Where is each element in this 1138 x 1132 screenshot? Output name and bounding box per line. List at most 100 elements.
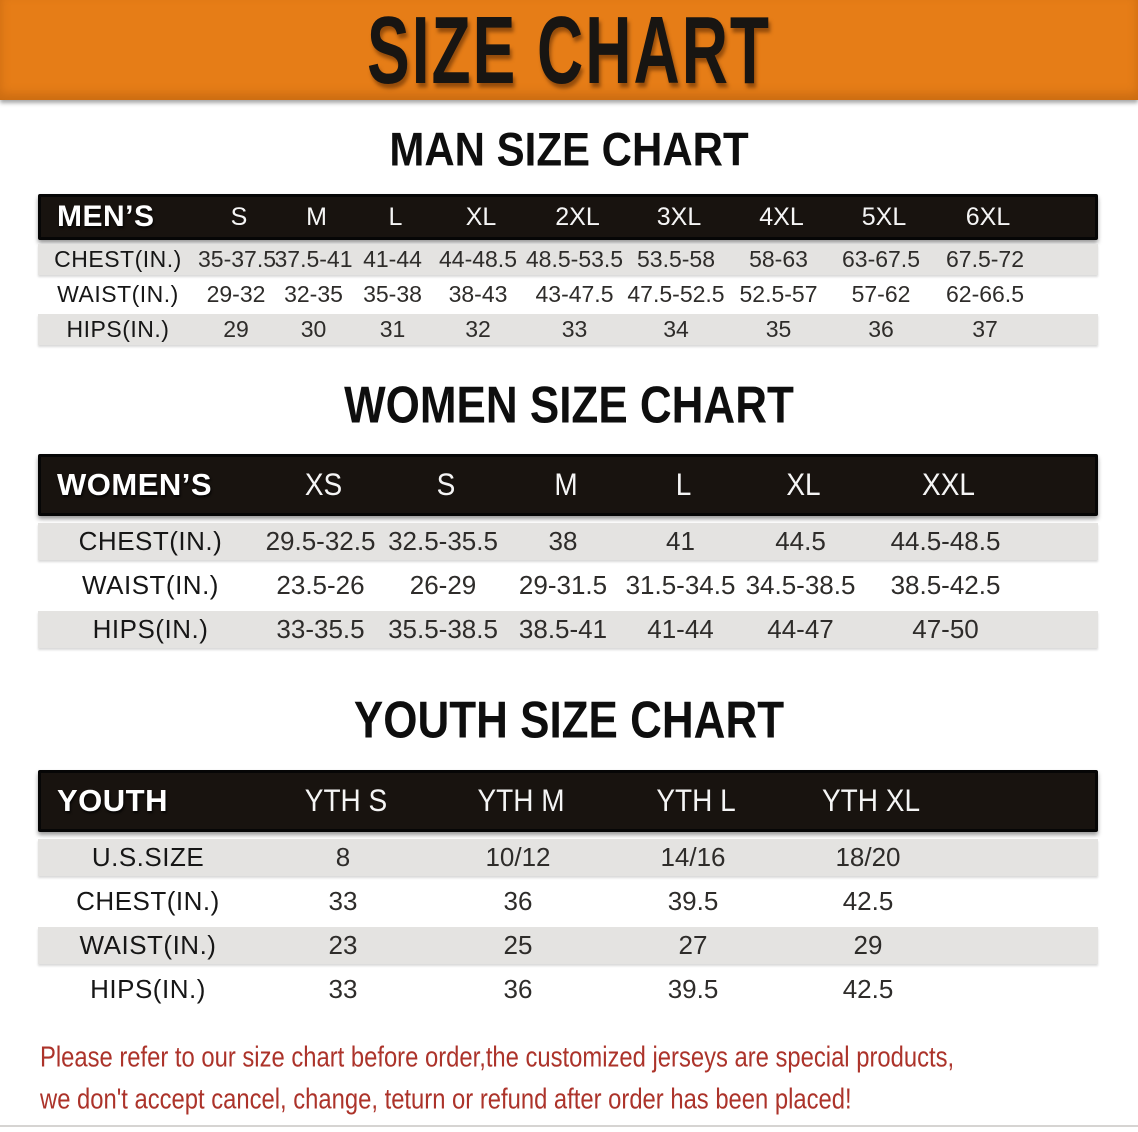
table-cell: 25 <box>503 930 533 961</box>
table-cell: 38 <box>548 525 578 556</box>
table-cell: 57-62 <box>851 281 911 308</box>
women-table-header-row: WOMEN’S XS S M L XL XXL <box>38 453 1098 516</box>
table-cell: 35 <box>765 316 792 343</box>
table-cell: 36 <box>868 316 894 343</box>
women-waist-row: WAIST(IN.) 23.5-26 26-29 29-31.5 31.5-34… <box>38 566 1098 604</box>
size-column-header: YTH XL <box>821 783 921 819</box>
row-label: WAIST(IN.) <box>82 569 219 600</box>
table-cell: 29 <box>853 930 883 961</box>
table-cell: 38.5-41 <box>518 613 608 644</box>
women-size-table: WOMEN’S XS S M L XL XXL CHEST(IN.) 29.5-… <box>38 453 1098 648</box>
row-label: CHEST(IN.) <box>54 246 182 273</box>
table-cell: 26-29 <box>409 569 477 600</box>
table-cell: 41-44 <box>647 613 714 644</box>
size-column-header: S <box>436 466 456 502</box>
table-cell: 32 <box>465 316 491 343</box>
men-chest-row: CHEST(IN.) 35-37.5 37.5-41 41-44 44-48.5… <box>38 244 1098 276</box>
row-label: CHEST(IN.) <box>78 525 223 556</box>
table-cell: 37 <box>972 316 998 343</box>
table-cell: 36 <box>503 886 533 917</box>
size-column-header: S <box>230 202 248 231</box>
size-column-header: M <box>306 202 327 231</box>
size-column-header: YTH M <box>477 783 565 819</box>
table-cell: 32-35 <box>284 281 343 308</box>
table-cell: 41-44 <box>363 246 422 273</box>
size-column-header: 2XL <box>555 202 600 231</box>
size-column-header: 6XL <box>965 202 1011 231</box>
women-section-title: WOMEN SIZE CHART <box>344 376 794 435</box>
youth-size-table: YOUTH YTH S YTH M YTH L YTH XL U.S.SIZE … <box>38 770 1098 1009</box>
table-cell: 36 <box>503 974 533 1005</box>
row-label: HIPS(IN.) <box>90 974 206 1005</box>
table-cell: 41 <box>666 525 695 556</box>
table-cell: 35-37.5 <box>198 246 277 273</box>
youth-section-title: YOUTH SIZE CHART <box>353 691 785 750</box>
row-label: HIPS(IN.) <box>66 316 170 343</box>
women-hips-row: HIPS(IN.) 33-35.5 35.5-38.5 38.5-41 41-4… <box>38 610 1098 648</box>
men-section-title: MAN SIZE CHART <box>389 123 749 176</box>
table-cell: 48.5-53.5 <box>525 246 624 273</box>
table-cell: 34 <box>663 316 689 343</box>
table-cell: 32.5-35.5 <box>388 525 498 556</box>
table-cell: 58-63 <box>749 246 808 273</box>
table-cell: 33-35.5 <box>276 613 365 644</box>
table-cell: 44.5 <box>775 525 826 556</box>
row-label: WAIST(IN.) <box>79 930 217 961</box>
table-cell: 31 <box>379 316 406 343</box>
table-cell: 29-31.5 <box>518 569 608 600</box>
youth-table-label: YOUTH <box>57 783 168 819</box>
table-cell: 27 <box>678 930 708 961</box>
table-cell: 31.5-34.5 <box>625 569 736 600</box>
table-cell: 10/12 <box>485 842 551 873</box>
youth-ussize-row: U.S.SIZE 8 10/12 14/16 18/20 <box>38 839 1098 877</box>
table-cell: 47.5-52.5 <box>627 281 725 308</box>
table-cell: 33 <box>328 886 358 917</box>
size-column-header: 5XL <box>861 202 907 231</box>
table-cell: 47-50 <box>912 613 979 644</box>
row-label: HIPS(IN.) <box>92 613 209 644</box>
youth-chest-row: CHEST(IN.) 33 36 39.5 42.5 <box>38 883 1098 921</box>
table-cell: 14/16 <box>660 842 726 873</box>
size-column-header: L <box>388 202 403 231</box>
size-column-header: L <box>675 466 692 502</box>
youth-table-header-row: YOUTH YTH S YTH M YTH L YTH XL <box>38 770 1098 833</box>
men-table-header-row: MEN’S S M L XL 2XL 3XL 4XL 5XL 6XL <box>38 194 1098 241</box>
size-column-header: 3XL <box>656 202 702 231</box>
table-cell: 30 <box>300 316 327 343</box>
size-column-header: 4XL <box>759 202 804 231</box>
table-cell: 29-32 <box>206 281 266 308</box>
men-size-table: MEN’S S M L XL 2XL 3XL 4XL 5XL 6XL CHEST… <box>38 194 1098 346</box>
table-cell: 8 <box>335 842 351 873</box>
size-column-header: XXL <box>922 466 975 502</box>
table-cell: 34.5-38.5 <box>745 569 856 600</box>
size-column-header: YTH S <box>304 783 388 819</box>
table-cell: 29 <box>223 316 249 343</box>
youth-hips-row: HIPS(IN.) 33 36 39.5 42.5 <box>38 971 1098 1009</box>
table-cell: 23 <box>328 930 358 961</box>
disclaimer-line-2: we don't accept cancel, change, teturn o… <box>40 1083 852 1116</box>
table-cell: 42.5 <box>842 974 894 1005</box>
youth-waist-row: WAIST(IN.) 23 25 27 29 <box>38 927 1098 965</box>
table-cell: 53.5-58 <box>636 246 715 273</box>
table-cell: 67.5-72 <box>945 246 1024 273</box>
table-cell: 44-47 <box>767 613 834 644</box>
size-column-header: YTH L <box>656 783 736 819</box>
table-cell: 33 <box>561 316 588 343</box>
table-cell: 18/20 <box>835 842 901 873</box>
table-cell: 35-38 <box>363 281 422 308</box>
women-chest-row: CHEST(IN.) 29.5-32.5 32.5-35.5 38 41 44.… <box>38 522 1098 560</box>
table-cell: 23.5-26 <box>276 569 365 600</box>
disclaimer-line-1: Please refer to our size chart before or… <box>40 1041 955 1074</box>
banner: SIZE CHART <box>0 0 1138 104</box>
bottom-divider <box>0 1125 1138 1127</box>
table-cell: 39.5 <box>667 974 719 1005</box>
table-cell: 39.5 <box>667 886 719 917</box>
table-cell: 42.5 <box>842 886 894 917</box>
table-cell: 44-48.5 <box>438 246 517 273</box>
row-label: CHEST(IN.) <box>76 886 220 917</box>
men-waist-row: WAIST(IN.) 29-32 32-35 35-38 38-43 43-47… <box>38 279 1098 311</box>
table-cell: 43-47.5 <box>535 281 614 308</box>
table-cell: 35.5-38.5 <box>388 613 498 644</box>
table-cell: 37.5-41 <box>274 246 353 273</box>
